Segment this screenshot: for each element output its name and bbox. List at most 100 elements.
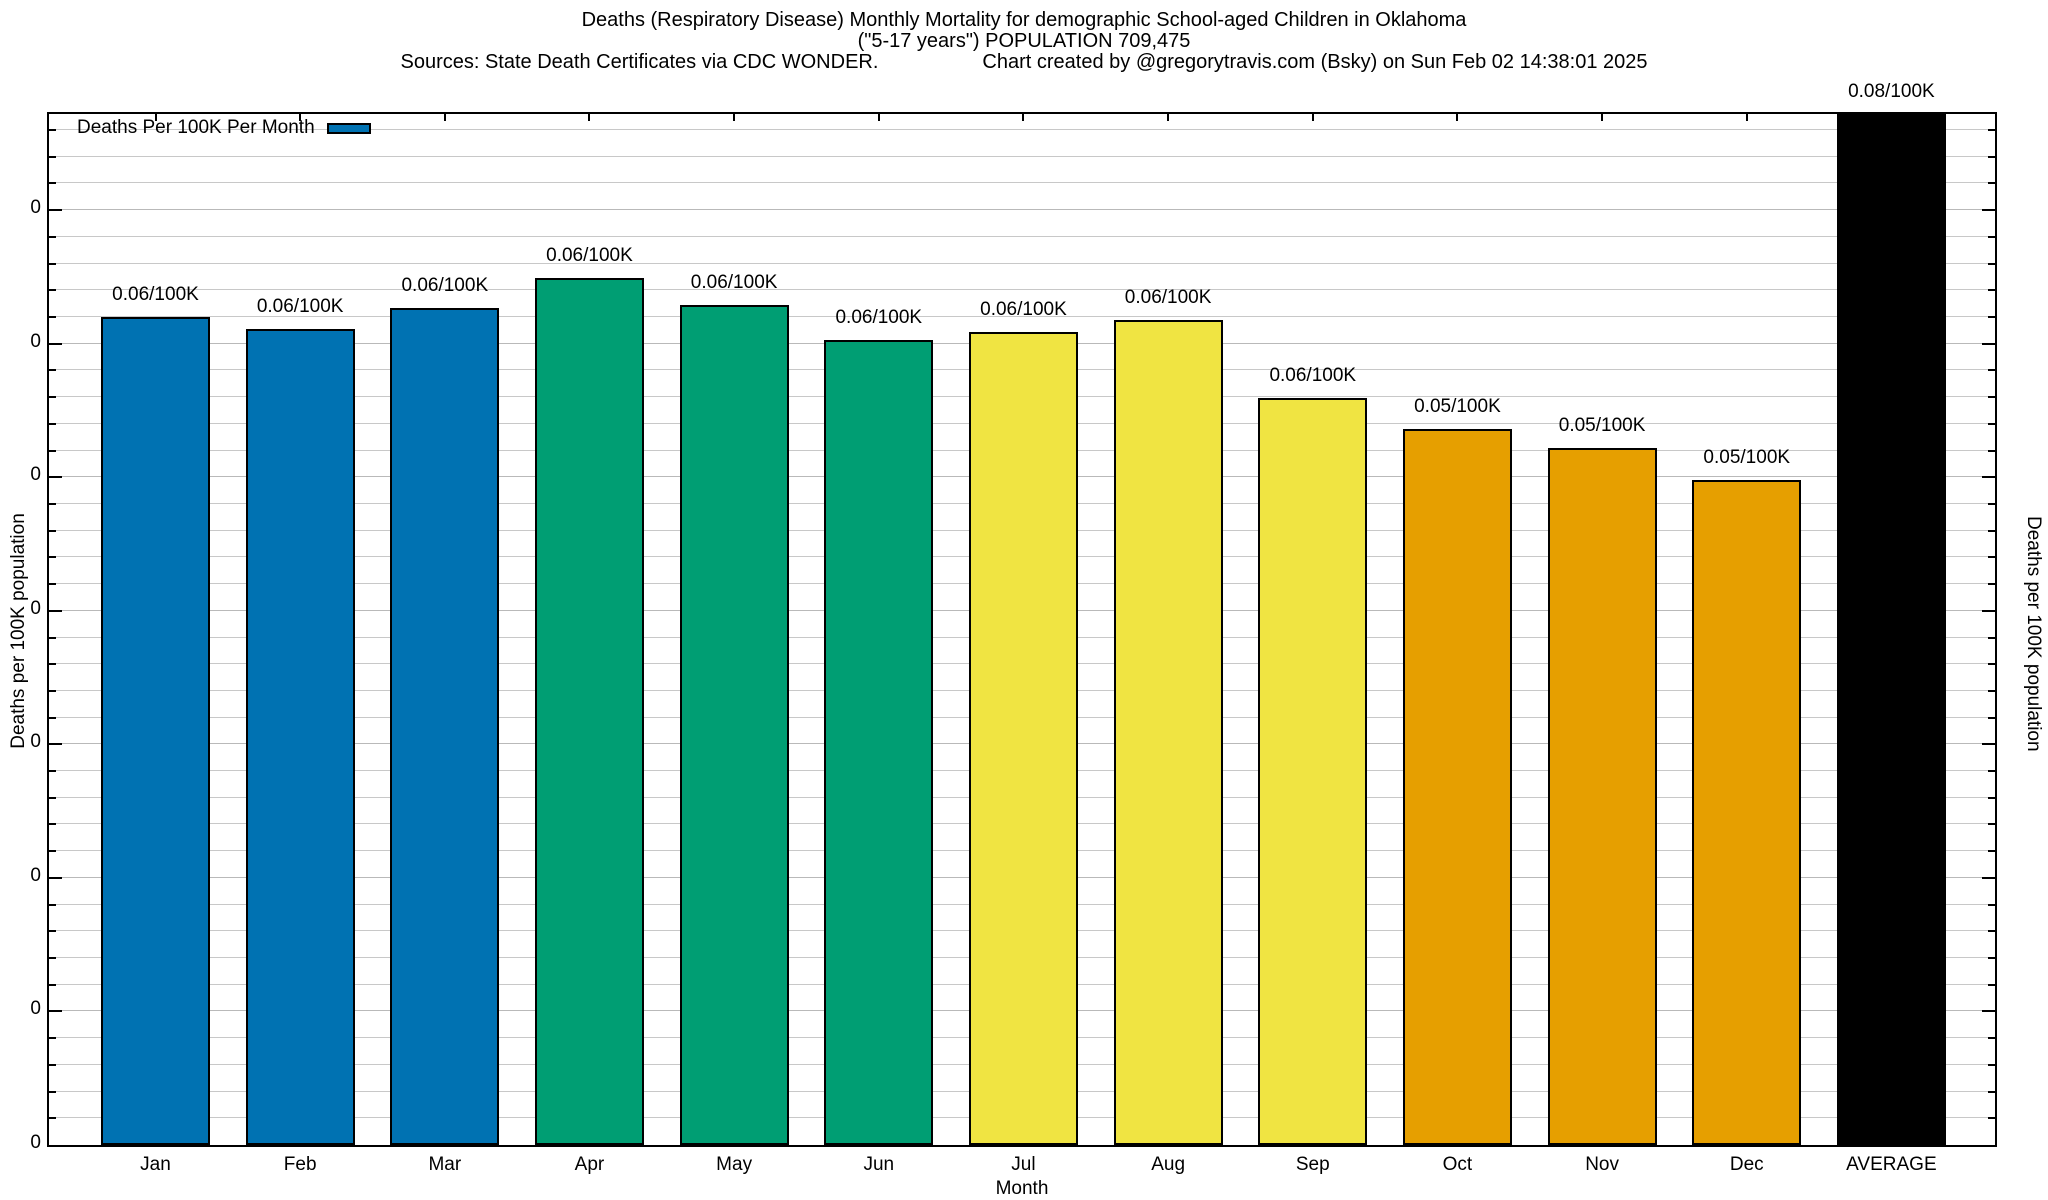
bar-nov: [1547, 447, 1657, 1145]
x-tick-top: [1022, 114, 1025, 121]
y-tick-left: [49, 155, 56, 158]
sources-note: Sources: State Death Certificates via CD…: [400, 51, 879, 73]
bar-jun: [824, 339, 934, 1145]
y-tick-left: [49, 1037, 56, 1040]
chart-title-line2: ("5-17 years") POPULATION 709,475: [857, 30, 1191, 52]
bar-average: [1836, 114, 1946, 1145]
y-tick-right: [1988, 1037, 1995, 1040]
y-tick-right: [1988, 182, 1995, 185]
y-tick-right: [1988, 583, 1995, 586]
bar-value-label-dec: 0.05/100K: [1703, 446, 1791, 468]
y-tick-left: [49, 689, 56, 692]
y-tick-right: [1988, 663, 1995, 666]
y-tick-right: [1988, 689, 1995, 692]
y-tick-left: [49, 796, 56, 799]
y-tick-left: [49, 289, 56, 292]
y-tick-left: [49, 209, 62, 212]
y-tick-right: [1988, 796, 1995, 799]
y-tick-left: [49, 850, 56, 853]
chart-title-block: Deaths (Respiratory Disease) Monthly Mor…: [0, 10, 2048, 73]
y-tick-left: [49, 743, 62, 746]
y-tick-label: 0: [30, 998, 41, 1020]
bar-value-label-nov: 0.05/100K: [1558, 414, 1646, 436]
bar-mar: [390, 307, 500, 1145]
y-tick-right: [1988, 502, 1995, 505]
y-tick-right: [1988, 930, 1995, 933]
minor-gridline: [49, 235, 1995, 237]
y-tick-right: [1982, 609, 1995, 612]
minor-gridline: [49, 289, 1995, 291]
y-tick-right: [1988, 850, 1995, 853]
y-tick-left: [49, 1117, 56, 1120]
y-tick-right: [1982, 342, 1995, 345]
y-tick-left: [49, 449, 56, 452]
legend-label: Deaths Per 100K Per Month: [77, 117, 315, 138]
y-tick-left: [49, 1090, 56, 1093]
legend-swatch-icon: [326, 122, 371, 134]
bar-value-label-apr: 0.06/100K: [546, 245, 633, 267]
minor-gridline: [49, 262, 1995, 264]
y-tick-label: 0: [30, 464, 41, 486]
y-tick-right: [1988, 957, 1995, 960]
bar-dec: [1692, 479, 1802, 1145]
x-category-label-apr: Apr: [574, 1154, 605, 1175]
y-tick-right: [1988, 903, 1995, 906]
x-category-label-nov: Nov: [1585, 1154, 1619, 1175]
y-tick-right: [1988, 422, 1995, 425]
x-category-label-jun: Jun: [863, 1154, 895, 1175]
y-tick-right: [1988, 983, 1995, 986]
y-tick-left: [49, 235, 56, 238]
minor-gridline: [49, 182, 1995, 184]
legend: Deaths Per 100K Per Month: [77, 117, 371, 139]
y-tick-right: [1982, 876, 1995, 879]
y-tick-label: 0: [30, 197, 41, 219]
y-tick-left: [49, 930, 56, 933]
y-axis-title-right: Deaths per 100K population: [2023, 516, 2044, 752]
x-category-label-oct: Oct: [1442, 1154, 1473, 1175]
y-tick-right: [1988, 316, 1995, 318]
bar-value-label-aug: 0.06/100K: [1124, 286, 1212, 308]
y-tick-left: [49, 903, 56, 906]
y-tick-right: [1988, 1117, 1995, 1120]
y-tick-left: [49, 182, 56, 185]
y-tick-right: [1982, 743, 1995, 746]
y-axis-title-left: Deaths per 100K population: [7, 513, 29, 749]
y-tick-label: 0: [30, 731, 41, 753]
x-category-label-jan: Jan: [140, 1154, 171, 1175]
y-tick-right: [1988, 369, 1995, 372]
bar-value-label-feb: 0.06/100K: [256, 296, 344, 318]
bar-jan: [101, 317, 210, 1145]
x-category-label-mar: Mar: [428, 1154, 462, 1175]
y-tick-left: [49, 770, 56, 773]
x-category-label-average: AVERAGE: [1846, 1154, 1937, 1175]
y-tick-label: 0: [30, 864, 41, 886]
y-tick-left: [49, 583, 56, 586]
y-tick-right: [1988, 449, 1995, 452]
y-tick-right: [1988, 770, 1995, 773]
plot-area: 0 0 0 0 0 0 0 0 0.06/100K Jan 0.06/100K Feb 0.06/100…: [30, 81, 1997, 1175]
bar-value-label-jun: 0.06/100K: [835, 306, 923, 328]
y-tick-left: [49, 983, 56, 986]
x-category-label-dec: Dec: [1729, 1154, 1764, 1175]
x-tick-top: [733, 114, 736, 121]
bar-may: [679, 304, 789, 1145]
y-tick-right: [1988, 529, 1995, 532]
bar-apr: [534, 278, 644, 1145]
y-tick-right: [1988, 556, 1995, 559]
bar-sep: [1258, 398, 1368, 1145]
x-tick-top: [1601, 114, 1604, 121]
y-tick-right: [1988, 155, 1995, 158]
y-tick-right: [1988, 129, 1995, 132]
y-tick-left: [49, 1063, 56, 1066]
bar-value-label-jan: 0.06/100K: [112, 284, 199, 305]
y-tick-left: [49, 876, 62, 879]
y-tick-left: [49, 262, 56, 265]
x-tick-top: [1456, 114, 1459, 121]
x-category-label-aug: Aug: [1151, 1154, 1186, 1175]
x-category-label-feb: Feb: [283, 1154, 317, 1175]
y-tick-right: [1988, 262, 1995, 265]
y-tick-right: [1982, 209, 1995, 212]
major-gridline: [49, 209, 1995, 211]
y-tick-right: [1988, 1090, 1995, 1093]
bar-value-label-sep: 0.06/100K: [1269, 365, 1357, 387]
